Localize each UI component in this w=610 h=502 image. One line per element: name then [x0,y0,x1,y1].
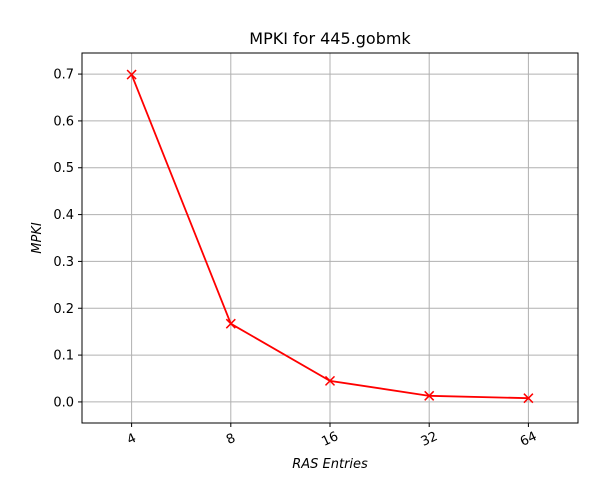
series-layer [126,69,534,404]
x-axis-label: RAS Entries [292,457,368,472]
marker-stroke [225,318,236,329]
marker-stroke [523,393,534,404]
x-tick-label: 4 [125,431,139,448]
y-tick-label: 0.3 [53,255,74,270]
x-tick-label: 8 [224,431,238,448]
chart-title: MPKI for 445.gobmk [249,29,411,48]
y-tick-label: 0.7 [53,68,74,83]
y-tick-label: 0.1 [53,349,74,364]
x-tick-label: 16 [320,429,341,450]
marker-stroke [424,390,435,401]
plot-frame [81,52,579,424]
data-point-marker [225,318,236,329]
y-tick-label: 0.4 [53,208,74,223]
y-tick-label: 0.5 [53,161,74,176]
data-point-marker [523,393,534,404]
data-point-marker [126,69,137,80]
x-tick-label: 32 [419,429,440,450]
x-tick-label: 64 [518,429,539,450]
marker-stroke [324,375,336,386]
axis-ticks: 4 8 16 32 64 0.0 0.1 0.2 0.3 0.4 0.5 0.6 0.7 [53,68,539,450]
marker-stroke [126,69,137,80]
y-axis-label: MPKI [30,222,45,254]
data-point-marker [424,390,435,401]
data-point-marker [324,375,336,386]
y-tick-label: 0.6 [53,114,74,129]
y-tick-label: 0.2 [53,302,74,317]
y-tick-label: 0.0 [53,395,74,410]
grid [82,53,578,423]
